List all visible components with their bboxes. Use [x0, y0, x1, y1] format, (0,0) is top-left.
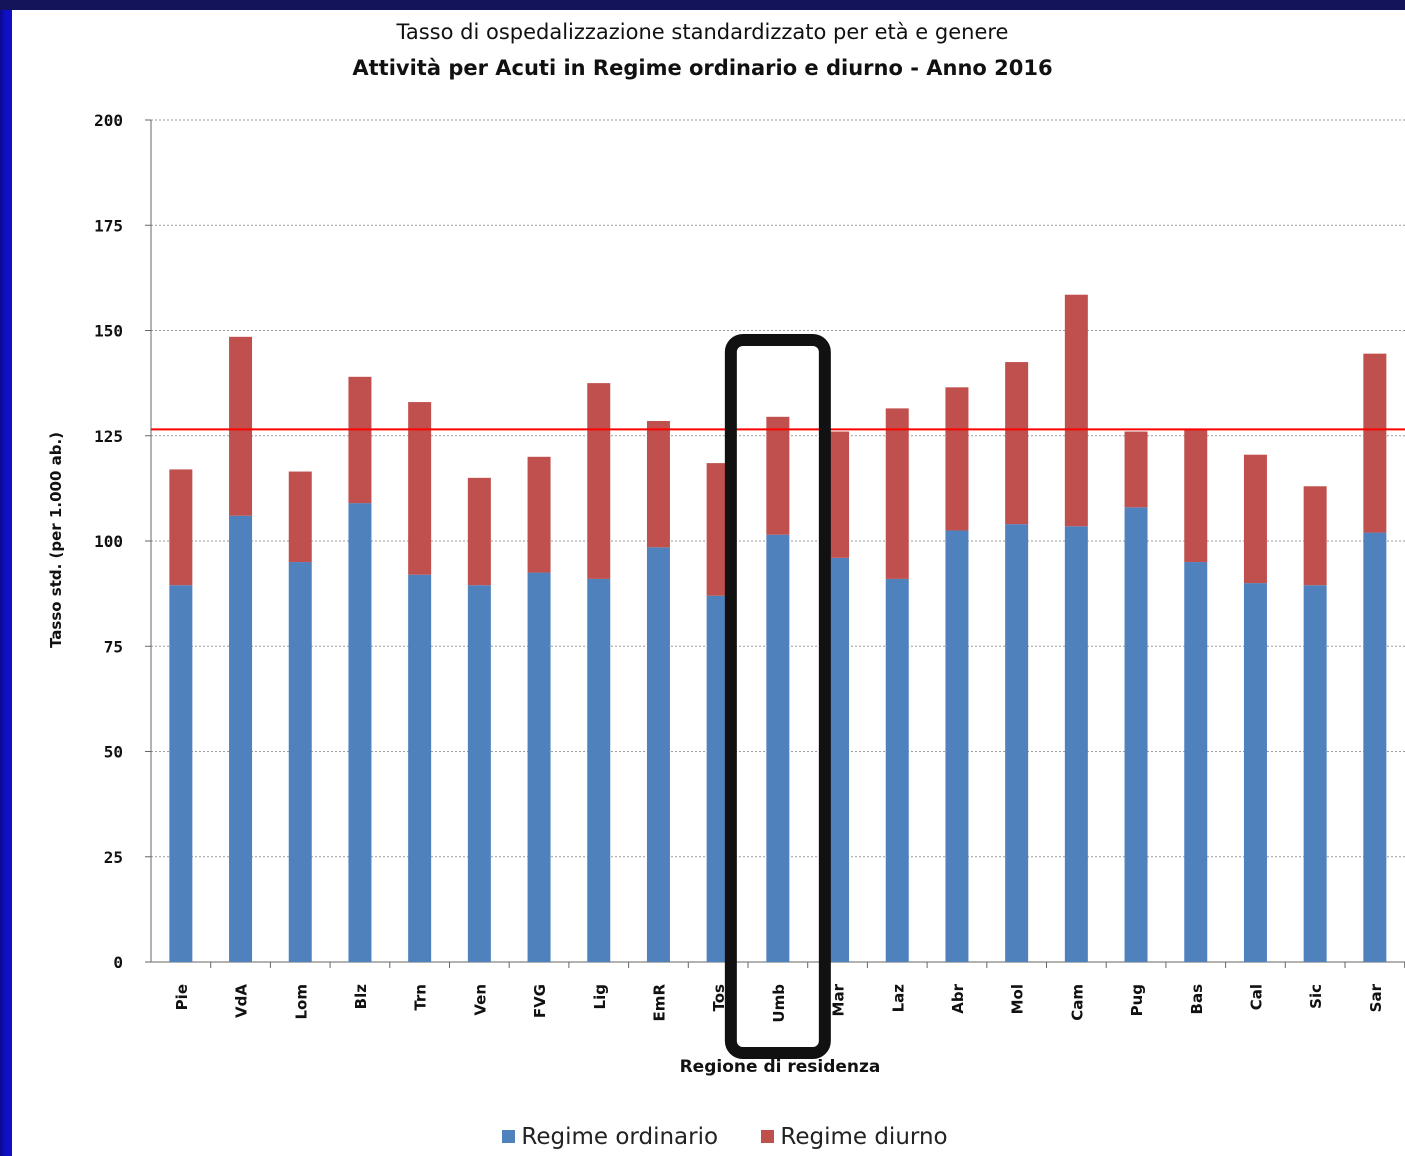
bar-Ven-diurno: [467, 477, 491, 586]
bar-Umb-diurno: [766, 416, 790, 535]
bar-Mar-ordinario: [826, 557, 850, 962]
x-tick-label-Lom: Lom: [292, 984, 310, 1020]
chart-plot: 0 25 50 75 100 125 150 175 200 Pie VdA Lom Blz Trn Ven…: [94, 111, 1405, 1059]
chart-title: Tasso di ospedalizzazione standardizzato…: [396, 20, 1009, 44]
x-tick-label-Sar: Sar: [1367, 983, 1385, 1012]
bar-FVG-diurno: [527, 456, 551, 573]
x-tick-label-Laz: Laz: [889, 984, 907, 1013]
bar-Ven-ordinario: [467, 585, 491, 962]
x-tick-label-Cam: Cam: [1068, 984, 1086, 1021]
bar-Laz-ordinario: [885, 578, 909, 962]
bar-Pie-ordinario: [169, 585, 193, 962]
bar-Blz-diurno: [348, 376, 372, 504]
x-tick-label-Mar: Mar: [830, 983, 848, 1016]
bar-Sic-ordinario: [1303, 585, 1327, 962]
bar-Pug-ordinario: [1124, 507, 1148, 962]
bar-Abr-diurno: [945, 387, 969, 531]
x-tick-label-VdA: VdA: [233, 984, 251, 1018]
x-tick-label-Tos: Tos: [710, 984, 728, 1012]
x-tick-label-Mol: Mol: [1009, 984, 1027, 1014]
x-tick-label-Blz: Blz: [352, 984, 370, 1010]
bar-VdA-diurno: [229, 336, 253, 516]
x-axis-label: Regione di residenza: [679, 1057, 881, 1077]
bar-Sar-diurno: [1363, 353, 1387, 533]
y-tick-label-100: 100: [94, 532, 123, 551]
bar-Tos-ordinario: [706, 595, 730, 962]
highlight-box-Umb: [724, 334, 831, 1059]
bar-Laz-diurno: [885, 408, 909, 579]
legend-swatch-regime-ordinario: [502, 1130, 516, 1143]
legend-label-regime-ordinario: Regime ordinario: [521, 1124, 719, 1150]
y-tick-label-150: 150: [94, 322, 123, 341]
legend-item-regime-ordinario: Regime ordinario: [502, 1124, 718, 1150]
y-tick-label-125: 125: [94, 427, 123, 446]
y-tick-label-75: 75: [104, 637, 123, 656]
bar-Tos-diurno: [706, 463, 730, 596]
legend-item-regime-diurno: Regime diurno: [761, 1124, 948, 1150]
bar-Cal-diurno: [1243, 454, 1267, 584]
x-tick-label-FVG: FVG: [531, 984, 549, 1018]
bar-Mar-diurno: [826, 431, 850, 558]
y-tick-label-25: 25: [104, 848, 123, 867]
x-tick-label-Umb: Umb: [770, 984, 788, 1023]
bar-Pie-diurno: [169, 469, 193, 586]
bar-EmR-ordinario: [646, 547, 670, 962]
chart-subtitle: Attività per Acuti in Regime ordinario e…: [352, 56, 1053, 80]
bar-Lom-diurno: [288, 471, 312, 563]
bar-Abr-ordinario: [945, 530, 969, 962]
x-tick-label-Sic: Sic: [1307, 984, 1325, 1009]
y-tick-label-200: 200: [94, 111, 123, 130]
x-tick-label-Trn: Trn: [412, 984, 430, 1011]
bar-Lom-ordinario: [288, 562, 312, 962]
top-border: [0, 0, 1405, 10]
bar-Mol-diurno: [1005, 362, 1029, 525]
bar-Pug-diurno: [1124, 431, 1148, 508]
x-tick-label-Cal: Cal: [1247, 984, 1265, 1010]
bar-FVG-ordinario: [527, 572, 551, 962]
y-tick-label-175: 175: [94, 216, 123, 235]
legend: Regime ordinario Regime diurno: [0, 1124, 1405, 1150]
legend-swatch-regime-diurno: [761, 1130, 775, 1143]
bar-VdA-ordinario: [229, 515, 253, 962]
legend-label-regime-diurno: Regime diurno: [780, 1124, 948, 1150]
bar-Trn-ordinario: [408, 574, 432, 962]
bar-Cal-ordinario: [1243, 583, 1267, 962]
x-tick-label-EmR: EmR: [650, 984, 668, 1022]
bar-Lig-diurno: [587, 383, 611, 579]
x-tick-label-Ven: Ven: [471, 984, 489, 1016]
y-tick-label-50: 50: [104, 743, 123, 762]
bar-Mol-ordinario: [1005, 524, 1029, 962]
x-tick-label-Lig: Lig: [591, 984, 609, 1009]
x-tick-label-Pie: Pie: [173, 984, 191, 1010]
y-tick-label-0: 0: [113, 953, 123, 972]
bar-Cam-ordinario: [1064, 526, 1088, 962]
bar-Trn-diurno: [408, 402, 432, 575]
bar-Sic-diurno: [1303, 486, 1327, 586]
x-tick-label-Bas: Bas: [1188, 984, 1206, 1015]
bar-Umb-ordinario: [766, 534, 790, 962]
y-axis-label: Tasso std. (per 1.000 ab.): [47, 431, 65, 649]
x-tick-label-Abr: Abr: [949, 983, 967, 1013]
bar-Sar-ordinario: [1363, 532, 1387, 962]
bar-Lig-ordinario: [587, 578, 611, 962]
bar-Bas-diurno: [1184, 429, 1208, 563]
bar-Bas-ordinario: [1184, 562, 1208, 962]
bar-Cam-diurno: [1064, 294, 1088, 527]
bar-EmR-diurno: [646, 421, 670, 548]
bar-Blz-ordinario: [348, 503, 372, 962]
x-tick-label-Pug: Pug: [1128, 984, 1146, 1016]
